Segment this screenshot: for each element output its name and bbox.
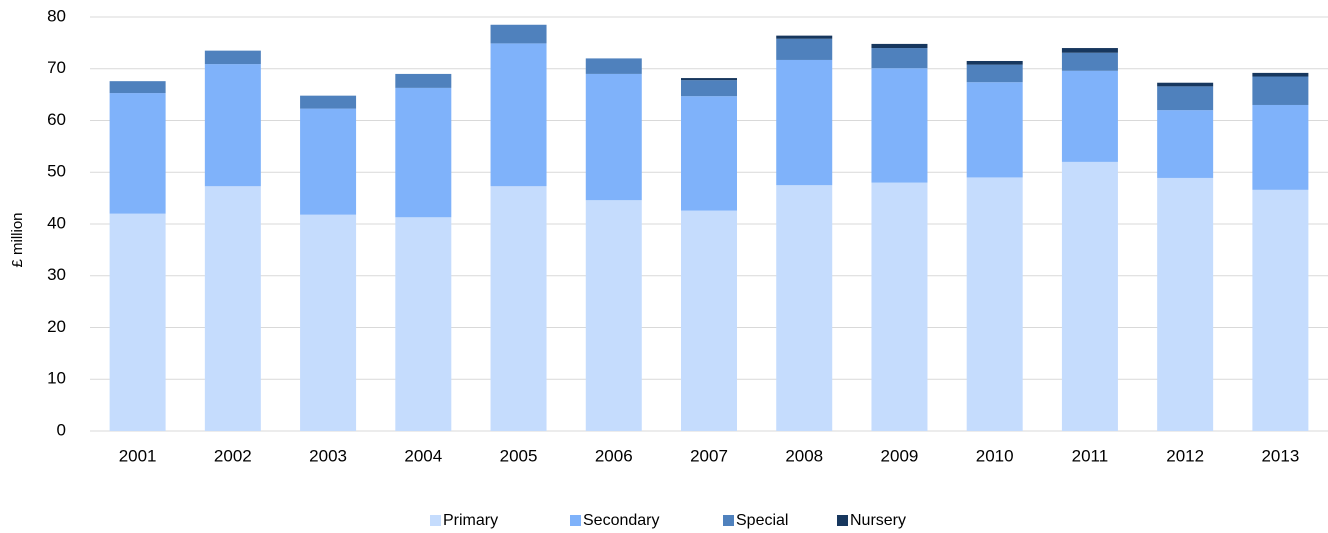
bar-segment	[109, 93, 166, 214]
x-tick-label: 2010	[976, 446, 1014, 465]
legend-swatch	[570, 515, 581, 526]
bar-segment	[1157, 82, 1214, 87]
bar-segment	[871, 43, 928, 49]
bar-segment	[1061, 48, 1118, 53]
y-tick-label: 50	[47, 162, 66, 181]
y-tick-label: 0	[57, 420, 66, 439]
x-tick-label: 2004	[404, 446, 442, 465]
bar-segment	[204, 64, 261, 187]
bar-segment	[776, 185, 833, 431]
bar-segment	[395, 73, 452, 88]
bar-segment	[966, 177, 1023, 431]
bar-segment	[871, 182, 928, 431]
bar-segment	[1252, 189, 1309, 431]
legend-swatch	[837, 515, 848, 526]
bar-segment	[395, 87, 452, 218]
y-tick-label: 70	[47, 58, 66, 77]
legend-label: Secondary	[583, 512, 660, 529]
x-tick-label: 2005	[500, 446, 538, 465]
bar-segment	[300, 214, 357, 431]
bar-segment	[871, 68, 928, 183]
bar-segment	[776, 35, 833, 39]
legend-swatch	[723, 515, 734, 526]
bar-segment	[681, 210, 737, 431]
bar-segment	[204, 50, 261, 65]
bar-segment	[1157, 86, 1214, 111]
bar-segment	[585, 200, 642, 431]
bar-segment	[966, 82, 1023, 178]
bar-segment	[300, 108, 357, 215]
bar-segment	[1252, 72, 1309, 77]
x-tick-label: 2012	[1166, 446, 1204, 465]
legend-label: Special	[736, 512, 788, 529]
bar-segment	[681, 78, 737, 81]
bar-segment	[300, 95, 357, 109]
y-tick-label: 80	[47, 6, 66, 25]
legend-swatch	[430, 515, 441, 526]
y-tick-label: 60	[47, 110, 66, 129]
bar-segment	[1061, 52, 1118, 71]
x-tick-label: 2002	[214, 446, 252, 465]
legend-label: Nursery	[850, 512, 906, 529]
y-axis-label: £ million	[9, 212, 26, 267]
bar-segment	[966, 64, 1023, 83]
x-tick-label: 2009	[881, 446, 919, 465]
bar-segment	[776, 59, 833, 186]
bar-segment	[1157, 110, 1214, 178]
bar-segment	[966, 60, 1023, 65]
bar-segment	[585, 58, 642, 74]
bar-segment	[681, 80, 737, 97]
bar-segment	[109, 213, 166, 431]
bar-segment	[204, 186, 261, 431]
x-tick-label: 2013	[1261, 446, 1299, 465]
x-tick-label: 2008	[785, 446, 823, 465]
x-tick-label: 2003	[309, 446, 347, 465]
x-tick-label: 2001	[119, 446, 157, 465]
bar-segment	[395, 217, 452, 431]
legend-label: Primary	[443, 512, 498, 529]
x-tick-label: 2007	[690, 446, 728, 465]
bar-segment	[1061, 161, 1118, 431]
bar-segment	[681, 96, 737, 211]
bar-segment	[585, 73, 642, 201]
bar-segment	[490, 186, 547, 431]
bar-segment	[1252, 76, 1309, 105]
x-tick-label: 2006	[595, 446, 633, 465]
x-tick-label: 2011	[1072, 446, 1109, 465]
bar-segment	[1252, 104, 1309, 190]
y-tick-label: 40	[47, 213, 66, 232]
bar-segment	[490, 24, 547, 44]
bar-segment	[776, 38, 833, 60]
y-tick-label: 10	[47, 369, 66, 388]
bar-segment	[109, 81, 166, 94]
bar-segment	[1157, 177, 1214, 431]
bar-segment	[1061, 70, 1118, 162]
bar-segment	[490, 43, 547, 187]
y-tick-label: 30	[47, 265, 66, 284]
bar-segment	[871, 48, 928, 69]
y-tick-label: 20	[47, 317, 66, 336]
